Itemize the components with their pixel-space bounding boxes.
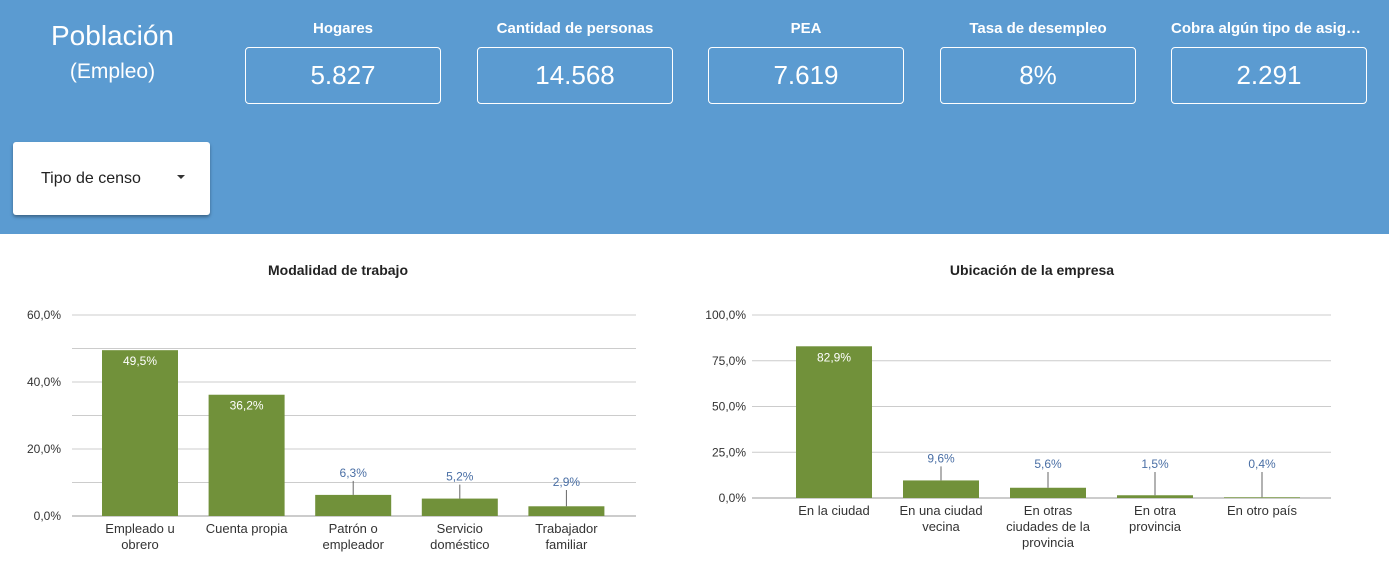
x-category-label: Trabajador — [535, 521, 598, 536]
tipo-de-censo-dropdown[interactable]: Tipo de censo — [13, 142, 210, 215]
x-category-label: Servicio — [437, 521, 483, 536]
data-label: 49,5% — [123, 354, 157, 368]
kpi-value-asignacion: 2.291 — [1171, 47, 1367, 104]
x-category-label: En la ciudad — [798, 503, 870, 518]
kpi-value-desempleo: 8% — [940, 47, 1136, 104]
chart-title: Modalidad de trabajo — [268, 262, 408, 278]
data-label: 36,2% — [230, 399, 264, 413]
bar — [1117, 495, 1193, 498]
data-label: 0,4% — [1248, 457, 1276, 471]
chevron-down-icon — [177, 175, 185, 179]
x-category-label: vecina — [922, 519, 960, 534]
charts-area: Modalidad de trabajo 0,0% 20,0% 40,0% 60,0% 4… — [27, 262, 1331, 552]
bar — [1224, 497, 1300, 498]
kpi-label-asignacion: Cobra algún tipo de asignación — [1171, 20, 1367, 37]
x-category-label: Cuenta propia — [206, 521, 288, 536]
data-label: 82,9% — [817, 350, 851, 364]
bar — [528, 506, 605, 516]
kpi-value-personas: 14.568 — [477, 47, 673, 104]
header-panel: Población (Empleo) Hogares 5.827 Cantida… — [0, 0, 1389, 234]
x-category-label: Empleado u — [105, 521, 174, 536]
dropdown-label: Tipo de censo — [41, 170, 141, 187]
bar — [102, 350, 178, 516]
bar — [796, 346, 872, 498]
data-label: 6,3% — [340, 466, 368, 480]
data-label: 5,2% — [446, 470, 474, 484]
y-tick-label: 20,0% — [27, 442, 61, 456]
kpi-label-desempleo: Tasa de desempleo — [969, 20, 1107, 37]
x-category-label: ciudades de la — [1006, 519, 1091, 534]
kpi-value-pea: 7.619 — [708, 47, 904, 104]
x-category-label: En otro país — [1227, 503, 1298, 518]
data-label: 9,6% — [927, 451, 955, 465]
y-tick-label: 75,0% — [712, 354, 746, 368]
kpi-value-hogares: 5.827 — [245, 47, 441, 104]
x-category-label: provincia — [1129, 519, 1182, 534]
data-label: 5,6% — [1034, 457, 1062, 471]
x-category-label: obrero — [121, 537, 159, 552]
kpi-label-personas: Cantidad de personas — [496, 20, 654, 37]
y-tick-label: 40,0% — [27, 375, 61, 389]
x-category-label: En otras — [1024, 503, 1073, 518]
y-tick-label: 50,0% — [712, 400, 746, 414]
y-tick-label: 100,0% — [705, 308, 746, 322]
x-category-label: En otra — [1134, 503, 1177, 518]
bar — [903, 480, 979, 498]
x-category-label: En una ciudad — [899, 503, 982, 518]
x-category-label: empleador — [322, 537, 384, 552]
x-category-label: doméstico — [430, 537, 489, 552]
x-category-label: Patrón o — [329, 521, 378, 536]
x-category-label: familiar — [545, 537, 588, 552]
page-title: Población — [51, 20, 174, 51]
data-label: 1,5% — [1141, 457, 1169, 471]
y-tick-label: 25,0% — [712, 445, 746, 459]
x-category-label: provincia — [1022, 535, 1075, 550]
page-subtitle: (Empleo) — [69, 60, 156, 83]
y-tick-label: 0,0% — [34, 509, 62, 523]
bar — [1010, 487, 1086, 498]
bar — [208, 394, 285, 516]
kpi-label-hogares: Hogares — [312, 20, 374, 37]
y-tick-label: 60,0% — [27, 308, 61, 322]
kpi-label-pea: PEA — [790, 20, 822, 37]
bar — [315, 494, 392, 516]
data-label: 2,9% — [553, 475, 581, 489]
chart-title: Ubicación de la empresa — [950, 262, 1114, 278]
bar — [421, 498, 498, 516]
y-tick-label: 0,0% — [719, 491, 747, 505]
